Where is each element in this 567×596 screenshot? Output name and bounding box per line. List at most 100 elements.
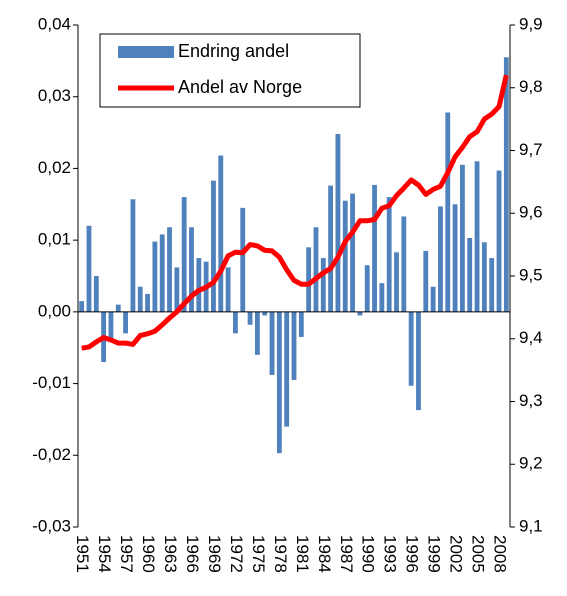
y-tick-label: -0,02 [32, 445, 71, 464]
bar [423, 250, 429, 312]
bar [284, 311, 290, 427]
bar [298, 311, 304, 337]
bar [137, 286, 143, 312]
x-tick-label: 1990 [359, 535, 378, 573]
bar [115, 304, 121, 312]
bar [306, 247, 312, 312]
bar [152, 241, 158, 312]
bar [445, 112, 451, 312]
legend: Endring andel Andel av Norge [99, 33, 361, 108]
x-tick-label: 1993 [381, 535, 400, 573]
legend-box [99, 33, 361, 108]
bar [233, 311, 238, 334]
y-tick-label: 0,00 [38, 301, 71, 320]
y-tick-label: 0,02 [38, 158, 71, 177]
bar [364, 265, 370, 312]
x-tick-label: 1978 [271, 535, 290, 573]
y2-tick-label: 9,3 [519, 391, 543, 410]
x-tick-label: 1975 [249, 535, 268, 573]
bar [474, 161, 480, 312]
bar [481, 242, 487, 312]
bar [86, 225, 92, 312]
bar [225, 267, 231, 312]
x-tick-label: 1969 [205, 535, 224, 573]
y2-tick-label: 9,5 [519, 265, 543, 284]
x-tick-label: 1996 [403, 535, 422, 573]
bar [130, 199, 136, 312]
y2-tick-label: 9,2 [519, 454, 543, 473]
bar [394, 252, 399, 312]
bar [269, 311, 275, 375]
bar [313, 227, 319, 312]
bar [401, 216, 407, 312]
y2-tick-label: 9,8 [519, 77, 543, 96]
x-tick-label: 2008 [491, 535, 510, 573]
bar [93, 276, 99, 312]
x-tick-label: 1957 [117, 535, 136, 573]
x-tick-label: 1987 [337, 535, 356, 573]
bar [247, 311, 253, 325]
bar [379, 283, 385, 312]
bar [503, 57, 509, 312]
legend-swatch [118, 46, 174, 58]
x-tick-label: 2005 [469, 535, 488, 573]
x-tick-label: 1966 [183, 535, 202, 573]
bar [108, 311, 114, 341]
y2-tick-label: 9,9 [519, 14, 543, 33]
x-tick-label: 1951 [73, 535, 92, 573]
bar [430, 286, 436, 312]
x-tick-label: 1999 [425, 535, 444, 573]
bar [386, 197, 392, 312]
x-tick-label: 1954 [95, 535, 114, 573]
bar [79, 301, 85, 312]
y-tick-label: 0,01 [38, 230, 71, 249]
bar [123, 311, 129, 334]
bar [320, 258, 326, 312]
bar [240, 207, 246, 312]
bar [211, 180, 216, 312]
bar [181, 197, 187, 312]
bar [350, 193, 355, 312]
y-tick-label: -0,01 [32, 373, 71, 392]
x-tick-label: 1963 [161, 535, 180, 573]
legend-label: Andel av Norge [178, 77, 302, 97]
legend-label: Endring andel [178, 41, 289, 61]
x-tick-label: 1972 [227, 535, 246, 573]
bar [489, 258, 495, 312]
x-tick-label: 1960 [139, 535, 158, 573]
x-tick-label: 1984 [315, 535, 334, 573]
bar [254, 311, 260, 355]
bar [416, 311, 421, 411]
bar [496, 170, 502, 312]
bar [218, 155, 224, 312]
bar [452, 204, 458, 312]
bar [174, 267, 180, 312]
y2-tick-label: 9,6 [519, 203, 543, 222]
bar [357, 311, 363, 316]
y2-tick-label: 9,1 [519, 516, 543, 535]
y2-tick-label: 9,7 [519, 140, 543, 159]
bar [189, 227, 194, 312]
bar [276, 311, 282, 454]
bar [372, 184, 377, 312]
bar [342, 200, 348, 312]
bar [291, 311, 297, 380]
line [81, 74, 509, 351]
bar [459, 164, 465, 312]
bar [196, 258, 202, 312]
x-tick-label: 2002 [447, 535, 466, 573]
y-tick-label: 0,03 [38, 86, 71, 105]
y-tick-label: 0,04 [38, 14, 71, 33]
bar [262, 311, 268, 316]
bar [438, 206, 443, 312]
y2-tick-label: 9,4 [519, 328, 543, 347]
y-tick-label: -0,03 [32, 516, 71, 535]
bar [328, 185, 334, 312]
bar [408, 311, 414, 386]
bar [467, 237, 473, 312]
x-tick-label: 1981 [293, 535, 312, 573]
bar [167, 227, 172, 312]
bar [335, 134, 341, 312]
bar [159, 234, 165, 312]
